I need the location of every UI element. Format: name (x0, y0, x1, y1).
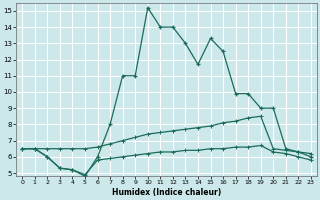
X-axis label: Humidex (Indice chaleur): Humidex (Indice chaleur) (112, 188, 221, 197)
